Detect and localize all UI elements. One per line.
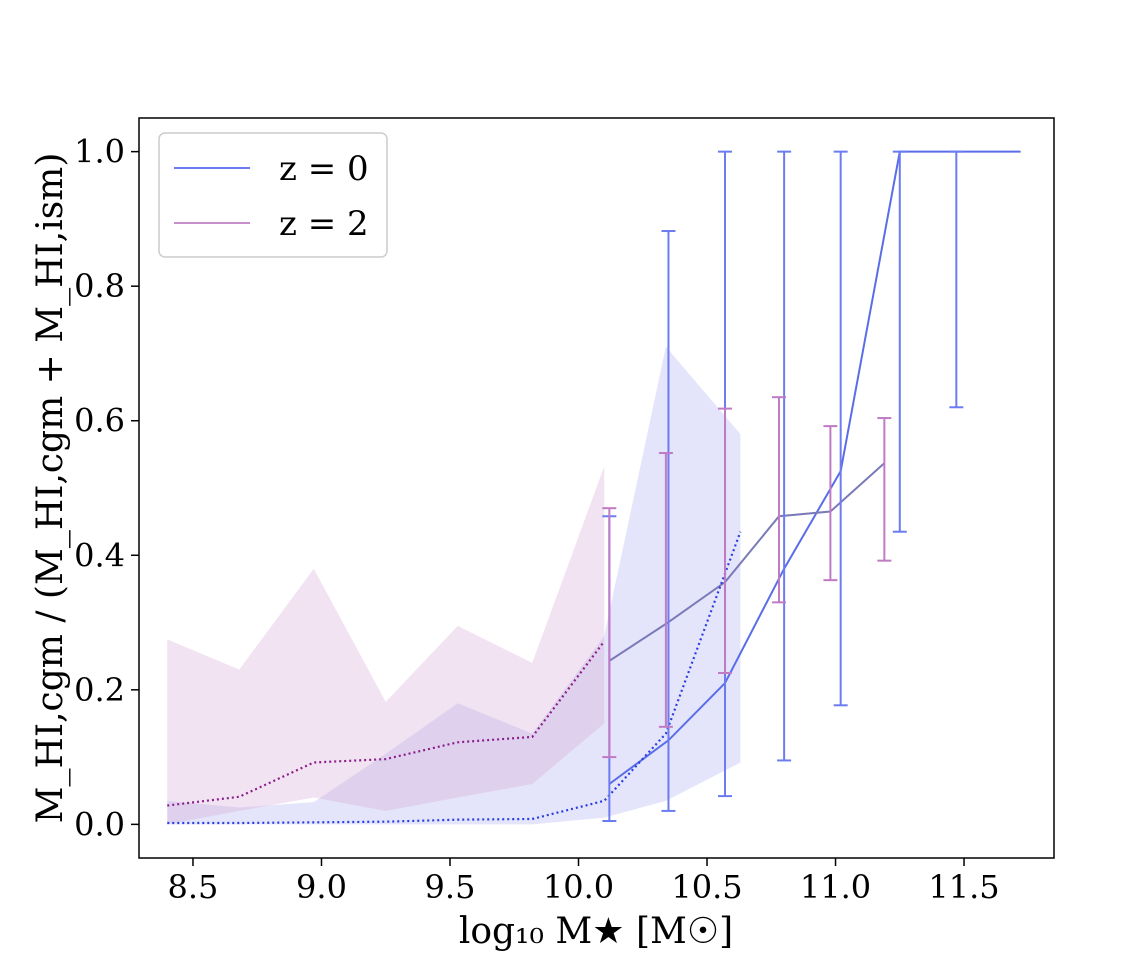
x-tick-label: 11.5 — [928, 868, 999, 906]
legend-label-z2: z = 2 — [279, 204, 369, 244]
x-tick-label: 9.5 — [425, 868, 476, 906]
error-bar — [718, 407, 733, 674]
plot-frame — [138, 117, 1055, 859]
y-ticks: 0.0 0.2 0.4 0.6 0.8 1.0 — [74, 133, 139, 843]
x-tick-label: 10.0 — [543, 868, 614, 906]
series-line-3 — [167, 640, 606, 807]
legend-box — [158, 132, 388, 258]
shaded-band-1 — [167, 466, 605, 825]
legend-label-z0: z = 0 — [279, 149, 369, 189]
error-bar — [823, 425, 838, 582]
series-line-2 — [167, 531, 742, 825]
x-tick-label: 8.5 — [168, 868, 219, 906]
error-bar — [833, 150, 848, 707]
shaded-band-0 — [167, 346, 741, 825]
series-line-1 — [608, 462, 886, 662]
error-bar — [661, 230, 676, 812]
error-bar — [877, 417, 892, 562]
error-bar — [949, 150, 964, 409]
errorbar-layer — [602, 150, 964, 822]
series-line-0 — [608, 150, 1021, 785]
legend: z = 0 z = 2 — [158, 132, 388, 258]
x-ticks: 8.5 9.0 9.5 10.0 10.5 11.0 11.5 — [168, 858, 1000, 906]
y-tick-label: 0.0 — [74, 805, 125, 843]
x-tick-label: 9.0 — [296, 868, 347, 906]
series-layer — [167, 150, 1021, 825]
y-tick-label: 0.4 — [74, 536, 125, 574]
y-tick-label: 1.0 — [74, 133, 125, 171]
error-bar — [658, 452, 673, 728]
error-bar — [892, 150, 907, 533]
x-tick-label: 11.0 — [800, 868, 871, 906]
x-axis-label: log₁₀ M★ [M☉] — [459, 911, 733, 952]
y-tick-label: 0.8 — [74, 267, 125, 305]
y-tick-label: 0.6 — [74, 402, 125, 440]
error-bar — [777, 150, 792, 762]
error-bar — [771, 396, 786, 604]
y-axis-label: M_HI,cgm / (M_HI,cgm + M_HI,ism) — [30, 153, 71, 824]
bands-layer — [167, 346, 741, 825]
y-tick-label: 0.2 — [74, 671, 125, 709]
x-tick-label: 10.5 — [671, 868, 742, 906]
error-bar — [602, 507, 617, 759]
